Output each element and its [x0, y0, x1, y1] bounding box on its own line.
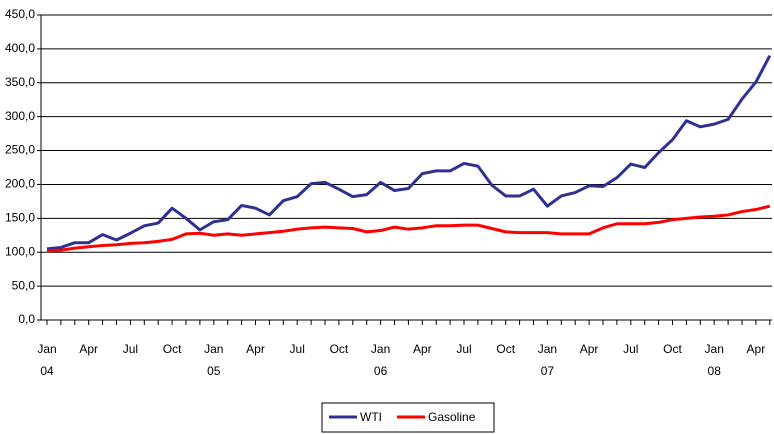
x-tick-label: Apr — [413, 342, 432, 356]
x-year-label: 06 — [374, 364, 388, 378]
x-tick-label: Jul — [456, 342, 471, 356]
x-year-label: 05 — [207, 364, 221, 378]
series-line — [46, 204, 771, 253]
y-tick-label: 450,0 — [5, 7, 35, 21]
x-tick-label: Jul — [623, 342, 638, 356]
x-tick-label: Oct — [496, 342, 515, 356]
y-tick-label: 150,0 — [5, 211, 35, 225]
x-tick-label: Oct — [663, 342, 682, 356]
y-tick-label: 300,0 — [5, 109, 35, 123]
y-tick-label: 100,0 — [5, 244, 35, 258]
x-tick-label: Apr — [79, 342, 98, 356]
x-tick-label: Jul — [123, 342, 138, 356]
y-tick-label: 0,0 — [18, 312, 35, 326]
x-tick-label: Apr — [747, 342, 766, 356]
y-tick-label: 50,0 — [12, 278, 36, 292]
y-tick-label: 400,0 — [5, 41, 35, 55]
y-tick-label: 200,0 — [5, 177, 35, 191]
x-tick-label: Jan — [538, 342, 557, 356]
x-tick-label: Jan — [705, 342, 724, 356]
x-tick-label: Oct — [163, 342, 182, 356]
x-tick-label: Jan — [37, 342, 56, 356]
x-tick-label: Jan — [371, 342, 390, 356]
legend-label: WTI — [360, 410, 382, 424]
x-tick-label: Apr — [246, 342, 265, 356]
x-tick-label: Oct — [330, 342, 349, 356]
y-tick-label: 250,0 — [5, 143, 35, 157]
y-tick-label: 350,0 — [5, 75, 35, 89]
x-tick-label: Jul — [290, 342, 305, 356]
x-tick-label: Apr — [580, 342, 599, 356]
x-tick-label: Jan — [204, 342, 223, 356]
x-year-label: 04 — [40, 364, 54, 378]
x-year-label: 07 — [541, 364, 555, 378]
legend-label: Gasoline — [428, 410, 476, 424]
x-year-label: 08 — [708, 364, 722, 378]
series-line — [46, 54, 772, 251]
